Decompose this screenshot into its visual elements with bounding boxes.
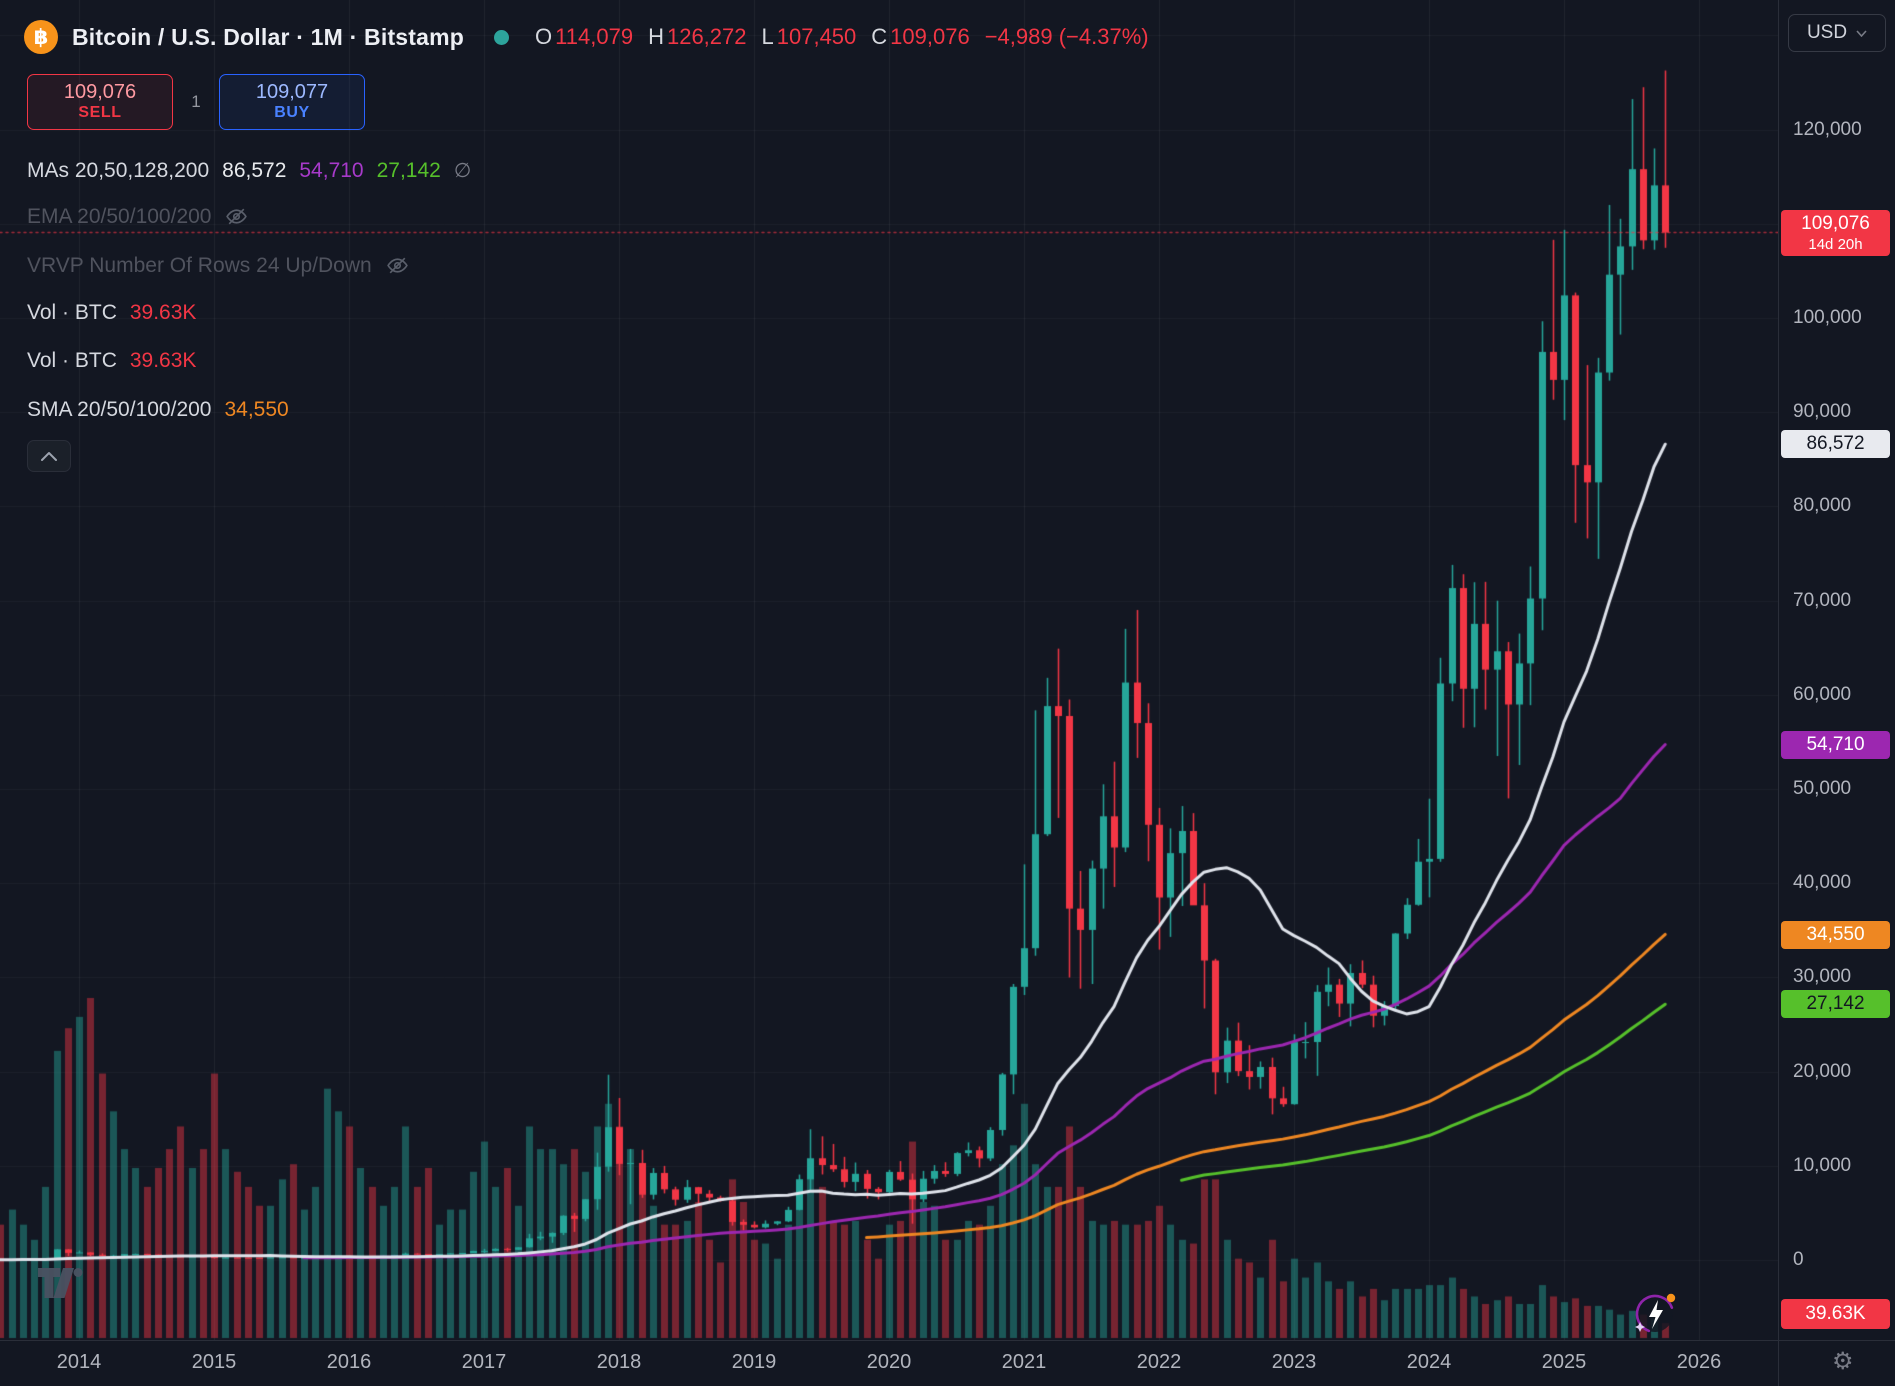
low-value: 107,450 bbox=[776, 24, 857, 49]
price-tick-label: 90,000 bbox=[1793, 401, 1852, 423]
high-label: H bbox=[648, 24, 664, 49]
year-label: 2026 bbox=[1676, 1351, 1722, 1373]
mas-value-20: 86,572 bbox=[222, 158, 287, 182]
price-tick-label: 40,000 bbox=[1793, 872, 1852, 894]
legend-vrvp[interactable]: VRVP Number Of Rows 24 Up/Down bbox=[27, 252, 410, 279]
time-axis-separator[interactable] bbox=[0, 1340, 1895, 1341]
buy-button[interactable]: 109,077 BUY bbox=[219, 74, 365, 130]
low-label: L bbox=[761, 24, 774, 49]
volume-value: 39.63K bbox=[129, 300, 197, 324]
change-value: −4,989 (−4.37%) bbox=[984, 24, 1149, 49]
year-label: 2025 bbox=[1541, 1351, 1587, 1373]
mas-label: MAs 20,50,128,200 bbox=[27, 158, 210, 182]
year-label: 2019 bbox=[731, 1351, 777, 1373]
flash-trade-icon[interactable] bbox=[1630, 1288, 1680, 1338]
sma-value: 34,550 bbox=[224, 397, 289, 421]
legend-sma[interactable]: SMA 20/50/100/200 34,550 bbox=[27, 396, 289, 423]
legend-ema[interactable]: EMA 20/50/100/200 bbox=[27, 203, 249, 230]
legend-mas[interactable]: MAs 20,50,128,200 86,572 54,710 27,142 ∅ bbox=[27, 157, 471, 184]
ohlc-readout: O 114,079 H 126,272 L 107,450 C 109,076 −4,9… bbox=[535, 24, 1149, 50]
price-tick-label: 20,000 bbox=[1793, 1060, 1852, 1082]
chevron-down-icon bbox=[1856, 29, 1867, 37]
year-label: 2016 bbox=[326, 1351, 372, 1373]
year-label: 2023 bbox=[1271, 1351, 1317, 1373]
sma100-price-badge: 34,550 bbox=[1781, 920, 1890, 949]
sell-price: 109,076 bbox=[63, 81, 137, 104]
currency-label: USD bbox=[1806, 22, 1848, 43]
ma50-price-badge: 54,710 bbox=[1781, 730, 1890, 759]
chart-header: ฿ Bitcoin / U.S. Dollar · 1M · Bitstamp … bbox=[24, 20, 1149, 54]
chevron-up-icon bbox=[41, 451, 57, 461]
price-tick-label: 80,000 bbox=[1793, 495, 1852, 517]
price-tick-label: 120,000 bbox=[1793, 118, 1862, 140]
time-axis[interactable]: 2014 2015 2016 2017 2018 2019 2020 2021 2022 2023… bbox=[0, 1341, 1895, 1386]
high-value: 126,272 bbox=[666, 24, 747, 49]
volume-badge: 39.63K bbox=[1781, 1299, 1890, 1329]
bitcoin-icon: ฿ bbox=[24, 20, 58, 54]
mas-value-128: 27,142 bbox=[376, 158, 441, 182]
volume-label: Vol · BTC bbox=[27, 348, 117, 372]
last-price-value: 109,076 bbox=[1801, 212, 1870, 234]
mas-value-50: 54,710 bbox=[299, 158, 364, 182]
price-tick-label: 70,000 bbox=[1793, 589, 1852, 611]
legend-volume-2[interactable]: Vol · BTC 39.63K bbox=[27, 347, 196, 374]
bar-countdown: 14d 20h bbox=[1808, 235, 1863, 253]
price-chart-canvas[interactable] bbox=[0, 0, 1778, 1340]
eye-off-icon[interactable] bbox=[385, 253, 410, 278]
price-tick-label: 30,000 bbox=[1793, 966, 1852, 988]
year-label: 2020 bbox=[866, 1351, 912, 1373]
price-axis-separator[interactable] bbox=[1778, 0, 1779, 1386]
open-label: O bbox=[535, 24, 553, 49]
sma-label: SMA 20/50/100/200 bbox=[27, 397, 212, 421]
vrvp-label: VRVP Number Of Rows 24 Up/Down bbox=[27, 253, 372, 277]
open-value: 114,079 bbox=[555, 24, 634, 49]
year-label: 2017 bbox=[461, 1351, 507, 1373]
buy-label: BUY bbox=[274, 104, 310, 122]
collapse-legend-button[interactable] bbox=[27, 440, 71, 472]
spread-value: 1 bbox=[191, 92, 201, 111]
ema-label: EMA 20/50/100/200 bbox=[27, 204, 212, 228]
eye-off-icon[interactable] bbox=[224, 204, 249, 229]
price-tick-label: 0 bbox=[1793, 1249, 1804, 1270]
gear-icon[interactable]: ⚙ bbox=[1832, 1347, 1854, 1375]
ma20-price-badge: 86,572 bbox=[1781, 430, 1890, 459]
tradingview-logo[interactable] bbox=[38, 1268, 94, 1303]
market-status-dot[interactable] bbox=[494, 29, 510, 45]
trade-panel: 109,076 SELL 1 109,077 BUY bbox=[27, 74, 365, 130]
symbol-title[interactable]: Bitcoin / U.S. Dollar · 1M · Bitstamp bbox=[72, 23, 465, 50]
buy-price: 109,077 bbox=[255, 81, 329, 104]
sell-button[interactable]: 109,076 SELL bbox=[27, 74, 173, 130]
year-label: 2018 bbox=[596, 1351, 642, 1373]
close-value: 109,076 bbox=[890, 24, 970, 49]
sell-label: SELL bbox=[78, 104, 122, 122]
null-set-icon: ∅ bbox=[453, 160, 472, 182]
year-label: 2021 bbox=[1001, 1351, 1047, 1373]
close-label: C bbox=[871, 24, 888, 49]
price-tick-label: 50,000 bbox=[1793, 778, 1852, 799]
price-axis[interactable]: USD 109,076 14d 20h 86,572 54,710 34,550… bbox=[1779, 0, 1895, 1340]
year-label: 2024 bbox=[1406, 1351, 1452, 1373]
price-tick-label: 100,000 bbox=[1793, 307, 1862, 328]
year-label: 2022 bbox=[1136, 1351, 1182, 1373]
last-price-badge: 109,076 14d 20h bbox=[1781, 209, 1890, 256]
volume-label: Vol · BTC bbox=[27, 300, 117, 324]
legend-volume-1[interactable]: Vol · BTC 39.63K bbox=[27, 299, 196, 326]
price-tick-label: 10,000 bbox=[1793, 1154, 1852, 1176]
year-label: 2014 bbox=[56, 1351, 102, 1373]
ma128-price-badge: 27,142 bbox=[1781, 990, 1890, 1019]
price-tick-label: 60,000 bbox=[1793, 683, 1852, 705]
volume-value: 39.63K bbox=[129, 348, 197, 372]
year-label: 2015 bbox=[191, 1351, 237, 1373]
currency-dropdown[interactable]: USD bbox=[1788, 14, 1886, 52]
